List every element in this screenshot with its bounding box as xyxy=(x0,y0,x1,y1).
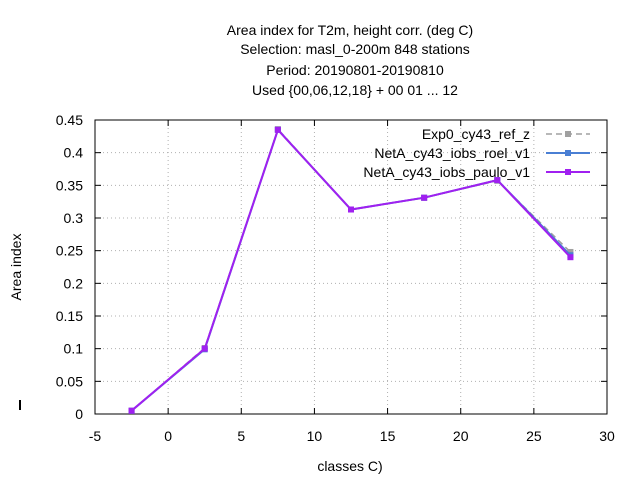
axis-ticks: 0 0.05 0.1 0.15 0.2 0.25 0.3 0.35 0.4 0.45 -5 0 5 10 1… xyxy=(56,112,615,444)
grid xyxy=(95,120,607,414)
y-tick-label: 0.4 xyxy=(64,145,84,161)
legend-label: NetA_cy43_iobs_roel_v1 xyxy=(374,145,530,161)
legend-swatch-marker xyxy=(565,131,571,137)
x-tick-label: 15 xyxy=(380,428,396,444)
data-point xyxy=(494,177,501,184)
x-tick-label: 10 xyxy=(307,428,323,444)
y-tick-label: 0.3 xyxy=(64,210,84,226)
y-tick-label: 0.15 xyxy=(56,308,83,324)
data-series xyxy=(128,126,574,414)
data-point xyxy=(421,194,428,201)
y-tick-label: 0.05 xyxy=(56,373,83,389)
x-tick-label: 5 xyxy=(237,428,245,444)
data-point xyxy=(567,248,574,255)
legend-swatch-marker xyxy=(565,169,571,175)
title-line-4: Used {00,06,12,18} + 00 01 ... 12 xyxy=(252,82,458,98)
title-line-1: Area index for T2m, height corr. (deg C) xyxy=(227,22,473,38)
data-point xyxy=(274,126,281,133)
legend-label: NetA_cy43_iobs_paulo_v1 xyxy=(363,164,530,180)
y-tick-label: 0.2 xyxy=(64,275,84,291)
data-point xyxy=(128,407,135,414)
x-tick-label: 0 xyxy=(164,428,172,444)
data-point xyxy=(201,345,208,352)
x-axis-label: classes C) xyxy=(317,458,382,474)
y-tick-label: 0.45 xyxy=(56,112,83,128)
y-tick-label: 0.1 xyxy=(64,341,84,357)
legend: Exp0_cy43_ref_z NetA_cy43_iobs_roel_v1 Net… xyxy=(363,126,590,180)
y-tick-label: 0.35 xyxy=(56,177,83,193)
plot-frame xyxy=(94,119,608,415)
x-tick-label: 20 xyxy=(453,428,469,444)
chart-title: Area index for T2m, height corr. (deg C)… xyxy=(227,22,473,98)
data-point xyxy=(567,254,574,261)
title-line-2: Selection: masl_0-200m 848 stations xyxy=(240,41,470,57)
x-tick-label: 30 xyxy=(599,428,615,444)
x-tick-label: 25 xyxy=(526,428,542,444)
legend-swatch-marker xyxy=(565,150,571,156)
y-axis-label: Area index xyxy=(8,234,24,301)
data-point xyxy=(348,206,354,213)
title-line-3: Period: 20190801-20190810 xyxy=(266,62,444,78)
legend-label: Exp0_cy43_ref_z xyxy=(422,126,530,142)
y-tick-label: 0 xyxy=(75,406,83,422)
x-tick-label: -5 xyxy=(89,428,102,444)
y-tick-label: 0.25 xyxy=(56,243,83,259)
